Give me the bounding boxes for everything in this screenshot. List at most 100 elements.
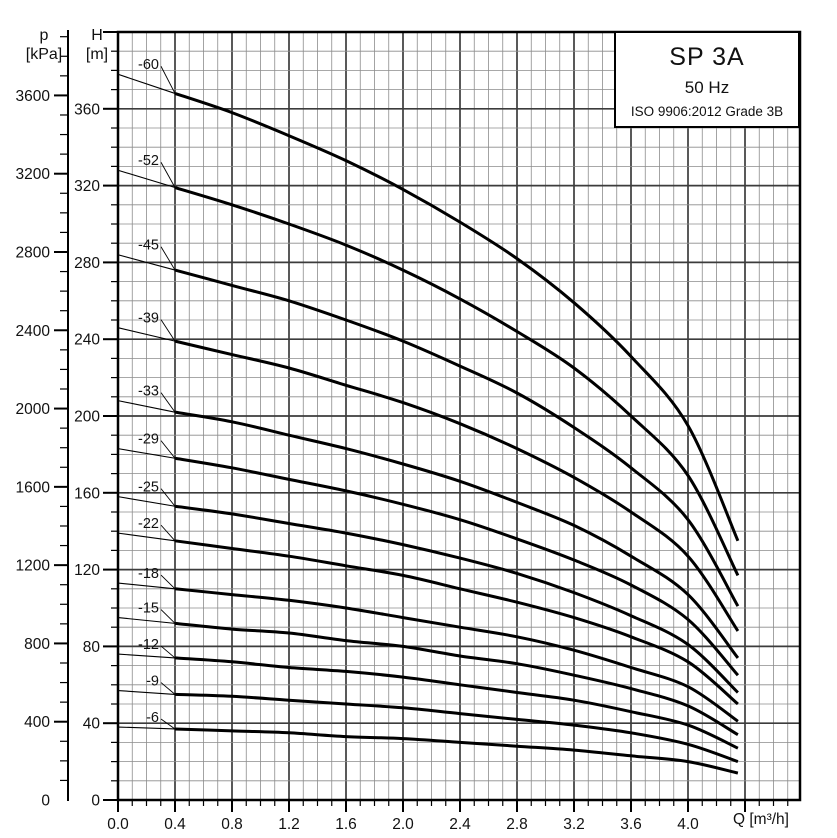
curve-thin-segment bbox=[117, 653, 176, 659]
curve-thin-segment bbox=[117, 726, 176, 730]
curve-group-45: -45 bbox=[117, 238, 740, 607]
pressure-tick-label: 2400 bbox=[16, 323, 51, 340]
curve-label-leader bbox=[160, 440, 176, 459]
flow-tick-label: 0.0 bbox=[107, 816, 129, 833]
tick-labels: 0 400 800 1200 1600 2000 2400 2800 3200 3600 0 40 80… bbox=[16, 88, 700, 833]
curve-label-45: -45 bbox=[138, 238, 159, 254]
curve-thin-segment bbox=[117, 448, 176, 459]
iso-standard-label: ISO 9906:2012 Grade 3B bbox=[630, 103, 784, 119]
head-axis-unit: [m] bbox=[85, 46, 109, 63]
flow-axis-label: Q [m³/h] bbox=[733, 811, 789, 828]
head-axis-header: H [m] bbox=[78, 26, 116, 64]
flow-tick-label: 2.8 bbox=[506, 816, 528, 833]
curve-thin-segment bbox=[117, 532, 176, 542]
curve-label-22: -22 bbox=[138, 516, 159, 532]
pressure-tick-label: 2800 bbox=[16, 244, 51, 261]
curve-60 bbox=[174, 92, 740, 542]
curve-label-15: -15 bbox=[138, 601, 159, 617]
pressure-tick-label: 0 bbox=[41, 793, 50, 810]
curve-39 bbox=[174, 339, 740, 632]
curve-label-leader bbox=[160, 718, 176, 730]
flow-tick-label: 3.2 bbox=[563, 816, 585, 833]
head-tick-label: 120 bbox=[74, 562, 100, 579]
pressure-axis-unit: [kPa] bbox=[25, 46, 63, 63]
curve-45 bbox=[174, 268, 740, 607]
curve-thin-segment bbox=[117, 617, 176, 624]
curve-label-33: -33 bbox=[138, 384, 159, 400]
head-tick-label: 360 bbox=[74, 101, 100, 118]
curve-group-25: -25 bbox=[117, 480, 739, 694]
curve-12 bbox=[174, 656, 739, 750]
pressure-tick-label: 1600 bbox=[16, 479, 51, 496]
axis-ticks bbox=[54, 30, 802, 812]
curve-group-18: -18 bbox=[117, 566, 739, 723]
title-box: SP 3A 50 Hz ISO 9906:2012 Grade 3B bbox=[614, 31, 800, 128]
curve-label-18: -18 bbox=[138, 566, 159, 582]
curve-thin-segment bbox=[117, 582, 176, 590]
curve-label-leader bbox=[160, 66, 176, 94]
head-tick-label: 40 bbox=[83, 716, 101, 733]
head-axis-symbol: H bbox=[91, 27, 103, 44]
curve-label-leader bbox=[160, 609, 176, 624]
pressure-tick-label: 1200 bbox=[16, 558, 51, 575]
curve-group-22: -22 bbox=[117, 516, 739, 706]
flow-tick-label: 0.4 bbox=[164, 816, 186, 833]
curve-thin-segment bbox=[117, 73, 176, 94]
curve-22 bbox=[174, 539, 739, 706]
curve-9 bbox=[174, 692, 739, 764]
pressure-tick-label: 400 bbox=[24, 714, 50, 731]
flow-tick-label: 4.0 bbox=[677, 816, 699, 833]
curve-label-leader bbox=[160, 488, 176, 507]
head-tick-label: 0 bbox=[91, 793, 100, 810]
head-tick-label: 80 bbox=[83, 639, 101, 656]
curve-label-leader bbox=[160, 392, 176, 413]
flow-tick-label: 3.6 bbox=[620, 816, 642, 833]
curve-label-leader bbox=[160, 319, 176, 342]
curve-group-33: -33 bbox=[117, 384, 740, 659]
curve-6 bbox=[174, 727, 739, 775]
curve-group-12: -12 bbox=[117, 637, 739, 750]
curve-29 bbox=[174, 456, 740, 677]
curve-52 bbox=[174, 186, 740, 577]
curve-thin-segment bbox=[117, 496, 176, 507]
curve-label-leader bbox=[160, 574, 176, 590]
pump-model-title: SP 3A bbox=[669, 42, 745, 71]
curve-group-29: -29 bbox=[117, 432, 740, 677]
curve-label-12: -12 bbox=[138, 637, 159, 653]
curve-thin-segment bbox=[117, 254, 176, 271]
curve-15 bbox=[174, 621, 739, 736]
flow-tick-label: 2.0 bbox=[392, 816, 414, 833]
curve-group-6: -6 bbox=[117, 710, 739, 775]
curve-label-leader bbox=[160, 524, 176, 542]
head-tick-label: 280 bbox=[74, 255, 100, 272]
pressure-tick-label: 2000 bbox=[16, 401, 51, 418]
curve-group-52: -52 bbox=[117, 153, 740, 577]
head-tick-label: 200 bbox=[74, 409, 100, 426]
curve-label-leader bbox=[160, 246, 176, 271]
curve-18 bbox=[174, 587, 739, 723]
curve-thin-segment bbox=[117, 327, 176, 342]
curve-group-39: -39 bbox=[117, 311, 740, 632]
curve-label-6: -6 bbox=[146, 710, 159, 726]
curve-group-60: -60 bbox=[117, 57, 740, 542]
curve-label-leader bbox=[160, 162, 176, 188]
curves: -60 -52 -45 -39 -33 -29 -25 -22 -18 -15 -12 -9 -6 bbox=[117, 57, 740, 775]
curve-label-leader bbox=[160, 682, 176, 695]
curve-label-25: -25 bbox=[138, 480, 159, 496]
grid bbox=[118, 32, 800, 800]
curve-25 bbox=[174, 504, 739, 694]
head-tick-label: 320 bbox=[74, 178, 100, 195]
curve-group-9: -9 bbox=[117, 674, 739, 764]
curve-thin-segment bbox=[117, 169, 176, 189]
curve-label-29: -29 bbox=[138, 432, 159, 448]
pressure-axis-header: p [kPa] bbox=[14, 26, 74, 64]
curve-label-9: -9 bbox=[146, 674, 159, 690]
frequency-label: 50 Hz bbox=[684, 77, 730, 97]
pressure-tick-label: 3200 bbox=[16, 166, 51, 183]
curve-thin-segment bbox=[117, 690, 176, 695]
curve-label-39: -39 bbox=[138, 311, 159, 327]
head-tick-label: 160 bbox=[74, 485, 100, 502]
pressure-tick-label: 3600 bbox=[16, 88, 51, 105]
